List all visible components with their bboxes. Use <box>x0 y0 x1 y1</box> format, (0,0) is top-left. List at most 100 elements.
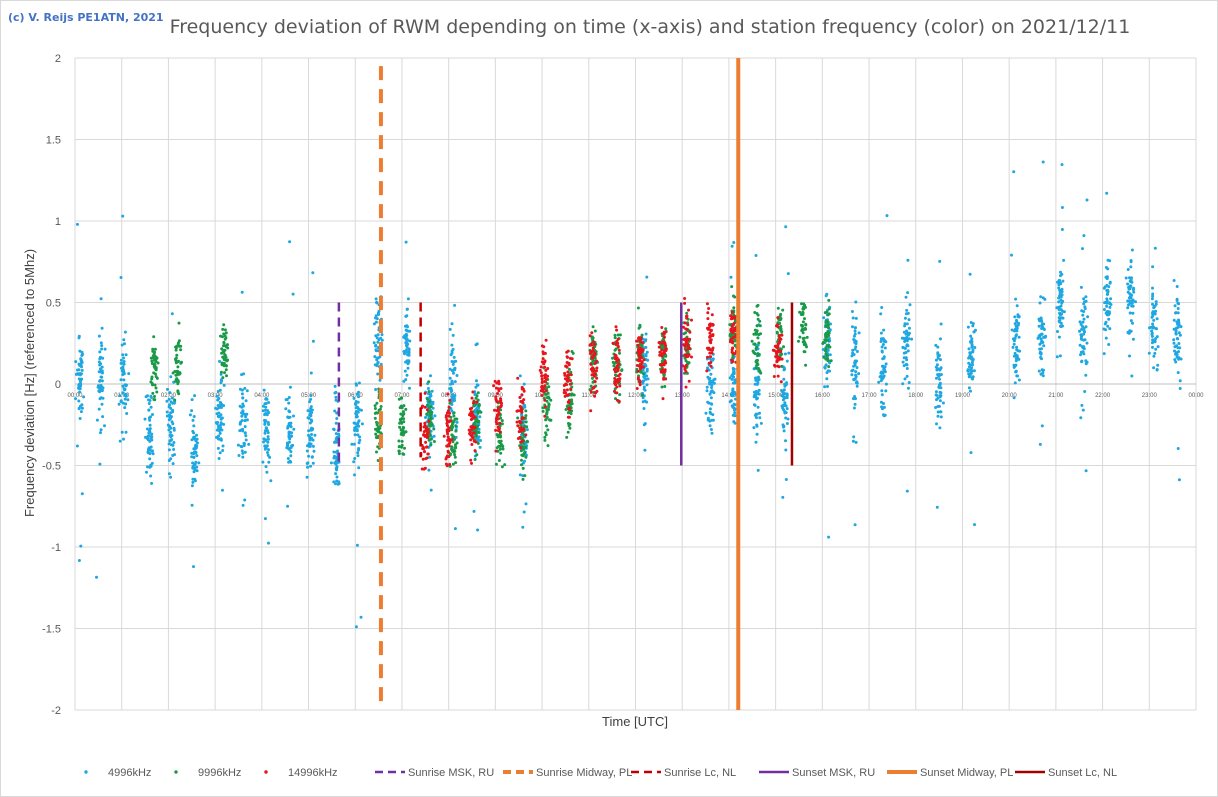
data-point <box>95 418 99 422</box>
data-point <box>564 382 568 386</box>
data-point <box>1175 326 1179 330</box>
data-point <box>292 414 295 418</box>
data-point <box>936 410 940 414</box>
data-point <box>733 339 737 343</box>
data-point <box>493 408 496 412</box>
data-point <box>240 373 244 377</box>
data-point <box>707 368 711 372</box>
legend-label: 14996kHz <box>288 767 338 779</box>
data-point <box>778 336 782 340</box>
y-tick-label: 0.5 <box>46 298 61 310</box>
data-point <box>756 381 760 385</box>
data-point <box>1060 293 1064 297</box>
data-point <box>172 448 176 451</box>
data-point <box>120 430 124 434</box>
data-point <box>1062 310 1066 314</box>
data-point <box>1128 299 1132 303</box>
data-point <box>829 359 833 363</box>
data-point <box>785 422 789 425</box>
data-point <box>421 445 425 449</box>
data-point <box>660 385 664 389</box>
data-point <box>170 396 174 400</box>
data-point <box>758 324 762 328</box>
data-point <box>471 436 475 440</box>
data-point <box>261 404 265 408</box>
legend-label: Sunrise MSK, RU <box>408 767 494 779</box>
data-point <box>518 396 522 399</box>
data-point <box>80 406 84 410</box>
data-point <box>643 388 647 392</box>
data-point <box>545 409 549 413</box>
data-point <box>266 435 270 439</box>
data-point <box>566 430 570 434</box>
data-point <box>903 322 907 326</box>
data-point <box>645 369 649 373</box>
data-point <box>148 399 152 402</box>
data-point <box>310 411 314 415</box>
data-point <box>426 452 430 456</box>
data-point <box>147 402 151 405</box>
data-point <box>516 376 520 380</box>
data-point <box>75 222 79 226</box>
data-point <box>521 525 525 529</box>
data-point <box>403 352 406 356</box>
data-point <box>1154 327 1158 330</box>
data-point <box>900 336 904 340</box>
data-point <box>611 341 615 345</box>
data-point <box>380 338 384 342</box>
data-point <box>222 364 226 368</box>
data-point <box>404 360 408 364</box>
data-point <box>759 421 763 425</box>
data-point <box>618 372 622 376</box>
data-point <box>1179 325 1183 329</box>
data-point <box>525 425 529 429</box>
data-point <box>1017 378 1021 382</box>
data-point <box>372 322 376 326</box>
data-point <box>192 424 196 428</box>
data-point <box>453 303 457 307</box>
legend-label: Sunset Midway, PL <box>920 767 1013 779</box>
data-point <box>1058 280 1062 284</box>
data-point <box>453 455 457 459</box>
data-point <box>356 400 360 404</box>
data-point <box>475 453 479 457</box>
data-point <box>240 411 243 415</box>
data-point <box>468 432 472 436</box>
data-point <box>853 523 857 527</box>
data-point <box>524 409 528 413</box>
data-point <box>429 488 433 492</box>
data-point <box>615 391 619 395</box>
data-point <box>710 386 713 389</box>
data-point <box>776 316 780 320</box>
x-tick-label: 04:00 <box>254 393 270 399</box>
data-point <box>901 346 905 350</box>
data-point <box>469 418 473 421</box>
data-point <box>1044 334 1048 338</box>
data-point <box>567 411 571 414</box>
data-point <box>970 337 974 341</box>
data-point <box>123 330 127 334</box>
data-point <box>1039 341 1043 345</box>
data-point <box>267 401 271 404</box>
data-point <box>854 345 858 349</box>
data-point <box>336 482 340 486</box>
data-point <box>1176 311 1180 315</box>
data-point <box>425 397 429 401</box>
data-point <box>174 348 178 352</box>
data-point <box>193 444 197 448</box>
data-point <box>824 349 827 353</box>
data-point <box>803 350 807 354</box>
data-point <box>544 431 548 435</box>
data-point <box>1083 390 1087 393</box>
data-point <box>373 404 377 408</box>
data-point <box>451 393 454 397</box>
data-point <box>1109 297 1113 301</box>
data-point <box>854 342 858 346</box>
data-point <box>880 345 884 349</box>
data-point <box>569 379 573 383</box>
data-point <box>1173 345 1177 349</box>
data-point <box>146 437 150 440</box>
data-point <box>664 327 668 331</box>
data-point <box>1151 345 1154 349</box>
data-point <box>779 380 783 384</box>
